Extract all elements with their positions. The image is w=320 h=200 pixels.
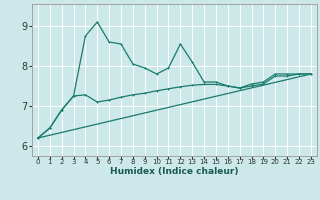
X-axis label: Humidex (Indice chaleur): Humidex (Indice chaleur) <box>110 167 239 176</box>
